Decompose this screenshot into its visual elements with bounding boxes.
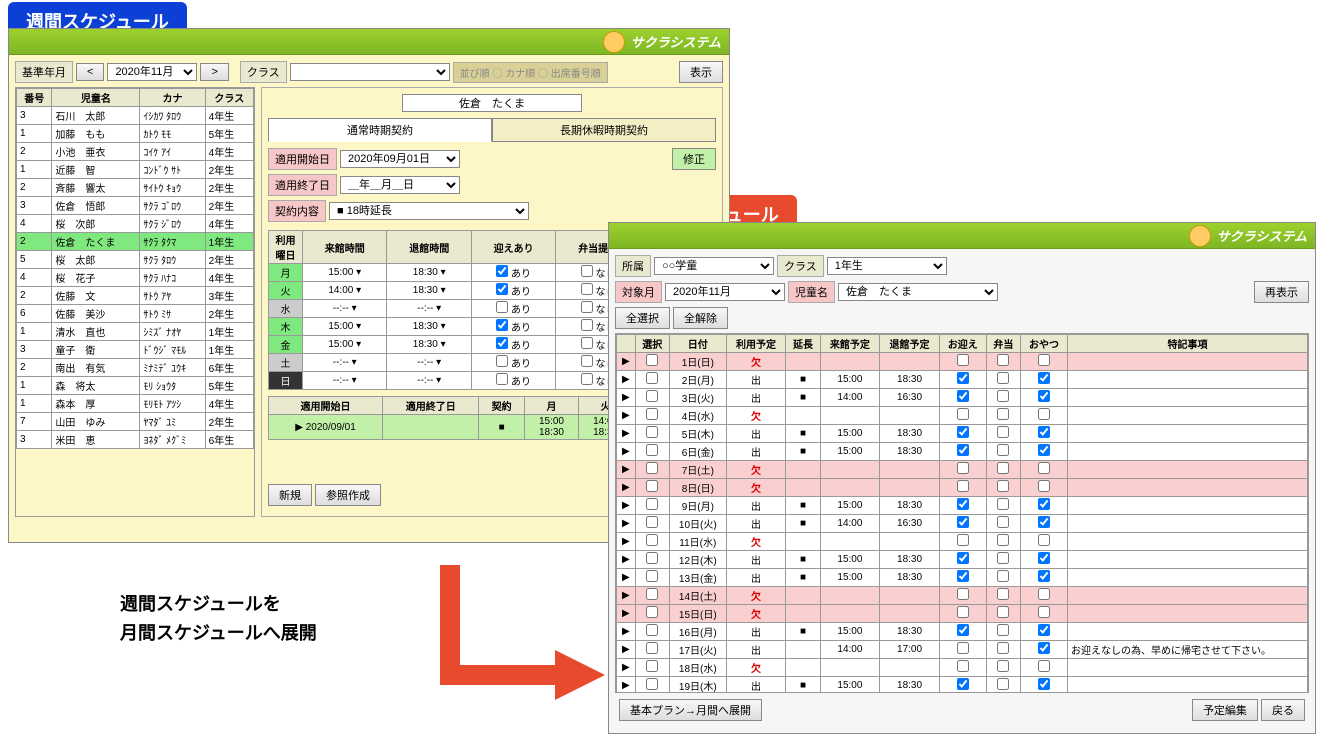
sort-radio-group[interactable]: 並び順 ◯ カナ順 ◯ 出席番号順 [453,62,608,83]
clear-all-button[interactable]: 全解除 [673,307,728,329]
start-date-select[interactable]: 2020年09月01日 [340,150,460,168]
affil-label: 所属 [615,255,651,277]
base-ym-label: 基準年月 [15,61,73,83]
student-row[interactable]: 3米田 恵ﾖﾈﾀﾞ ﾒｸﾞﾐ6年生 [17,431,254,449]
base-ym-select[interactable]: 2020年11月 [107,63,197,81]
day-row[interactable]: ▶17日(火)出14:0017:00お迎えなしの為、早めに帰宅させて下さい。 [617,641,1308,659]
student-row[interactable]: 5桜 太郎ｻｸﾗ ﾀﾛｳ2年生 [17,251,254,269]
affil-select[interactable]: ○○学童 [654,257,774,275]
class-label: クラス [240,61,287,83]
mascot-icon [1189,225,1211,247]
day-row[interactable]: ▶16日(月)出■15:0018:30 [617,623,1308,641]
window-header: サクラシステム [9,29,729,55]
mascot-icon [603,31,625,53]
end-date-select[interactable]: ＿年＿月＿日 [340,176,460,194]
brand-label: サクラシステム [631,32,721,51]
day-row[interactable]: ▶4日(水)欠 [617,407,1308,425]
student-row[interactable]: 1清水 直也ｼﾐｽﾞ ﾅｵﾔ1年生 [17,323,254,341]
student-row[interactable]: 4桜 次郎ｻｸﾗ ｼﾞﾛｳ4年生 [17,215,254,233]
edit-schedule-button[interactable]: 予定編集 [1192,699,1258,721]
flow-arrow-text: 週間スケジュールを月間スケジュールへ展開 [120,590,317,648]
student-row[interactable]: 7山田 ゆみﾔﾏﾀﾞ ﾕﾐ2年生 [17,413,254,431]
display-button[interactable]: 表示 [679,61,723,83]
day-row[interactable]: ▶15日(日)欠 [617,605,1308,623]
student-row[interactable]: 4桜 花子ｻｸﾗ ﾊﾅｺ4年生 [17,269,254,287]
contract-select[interactable]: ■ 18時延長 [329,202,529,220]
student-row[interactable]: 3石川 太郎ｲｼｶﾜ ﾀﾛｳ4年生 [17,107,254,125]
day-row[interactable]: ▶11日(水)欠 [617,533,1308,551]
select-all-button[interactable]: 全選択 [615,307,670,329]
brand-label: サクラシステム [1217,226,1307,245]
student-row[interactable]: 1加藤 ももｶﾄｳ ﾓﾓ5年生 [17,125,254,143]
day-row[interactable]: ▶9日(月)出■15:0018:30 [617,497,1308,515]
day-row[interactable]: ▶19日(木)出■15:0018:30 [617,677,1308,694]
contract-label: 契約内容 [268,200,326,222]
class-label: クラス [777,255,824,277]
day-row[interactable]: ▶14日(土)欠 [617,587,1308,605]
student-row[interactable]: 3佐倉 悟郎ｻｸﾗ ｺﾞﾛｳ2年生 [17,197,254,215]
tab-normal[interactable]: 通常時期契約 [268,118,492,142]
day-row[interactable]: ▶8日(日)欠 [617,479,1308,497]
day-row[interactable]: ▶18日(水)欠 [617,659,1308,677]
new-button[interactable]: 新規 [268,484,312,506]
target-month-select[interactable]: 2020年11月 [665,283,785,301]
day-row[interactable]: ▶13日(金)出■15:0018:30 [617,569,1308,587]
child-name-select[interactable]: 佐倉 たくま [838,283,998,301]
day-row[interactable]: ▶1日(日)欠 [617,353,1308,371]
back-button[interactable]: 戻る [1261,699,1305,721]
expand-plan-button[interactable]: 基本プラン→月間へ展開 [619,699,762,721]
day-row[interactable]: ▶6日(金)出■15:0018:30 [617,443,1308,461]
target-month-label: 対象月 [615,281,662,303]
next-month-button[interactable]: > [200,63,228,81]
monthly-window: サクラシステム 所属 ○○学童 クラス 1年生 対象月 2020年11月 児童名… [608,222,1316,734]
contract-tabs[interactable]: 通常時期契約 長期休暇時期契約 [268,118,716,142]
modify-button[interactable]: 修正 [672,148,716,170]
student-row[interactable]: 2南出 有気ﾐﾅﾐﾃﾞ ﾕｳｷ6年生 [17,359,254,377]
student-row[interactable]: 2小池 亜衣ｺｲｹ ｱｲ4年生 [17,143,254,161]
flow-arrow-icon [430,565,610,715]
day-row[interactable]: ▶3日(火)出■14:0016:30 [617,389,1308,407]
class-select[interactable] [290,63,450,81]
day-row[interactable]: ▶5日(木)出■15:0018:30 [617,425,1308,443]
start-date-label: 適用開始日 [268,148,337,170]
class-select[interactable]: 1年生 [827,257,947,275]
student-row[interactable]: 2斉藤 響太ｻｲﾄｳ ｷｮｳ2年生 [17,179,254,197]
student-row[interactable]: 1森本 厚ﾓﾘﾓﾄ ｱﾂｼ4年生 [17,395,254,413]
student-row[interactable]: 6佐藤 美沙ｻﾄｳ ﾐｻ2年生 [17,305,254,323]
day-row[interactable]: ▶10日(火)出■14:0016:30 [617,515,1308,533]
tab-long[interactable]: 長期休暇時期契約 [492,118,716,142]
redisplay-button[interactable]: 再表示 [1254,281,1309,303]
prev-month-button[interactable]: < [76,63,104,81]
student-row[interactable]: 2佐倉 たくまｻｸﾗ ﾀｸﾏ1年生 [17,233,254,251]
day-row[interactable]: ▶2日(月)出■15:0018:30 [617,371,1308,389]
student-list[interactable]: 番号児童名カナクラス3石川 太郎ｲｼｶﾜ ﾀﾛｳ4年生1加藤 ももｶﾄｳ ﾓﾓ5… [15,87,255,517]
monthly-grid[interactable]: 選択日付利用予定延長来館予定退館予定お迎え弁当おやつ特記事項▶1日(日)欠▶2日… [615,333,1309,693]
selected-student-name [402,94,582,112]
student-row[interactable]: 1近藤 智ｺﾝﾄﾞｳ ｻﾄ2年生 [17,161,254,179]
end-date-label: 適用終了日 [268,174,337,196]
window-header: サクラシステム [609,223,1315,249]
student-row[interactable]: 3童子 衛ﾄﾞｳｼﾞ ﾏﾓﾙ1年生 [17,341,254,359]
student-row[interactable]: 1森 将太ﾓﾘ ｼｮｳﾀ5年生 [17,377,254,395]
child-name-label: 児童名 [788,281,835,303]
ref-create-button[interactable]: 参照作成 [315,484,381,506]
student-row[interactable]: 2佐藤 文ｻﾄｳ ｱﾔ3年生 [17,287,254,305]
day-row[interactable]: ▶7日(土)欠 [617,461,1308,479]
day-row[interactable]: ▶12日(木)出■15:0018:30 [617,551,1308,569]
